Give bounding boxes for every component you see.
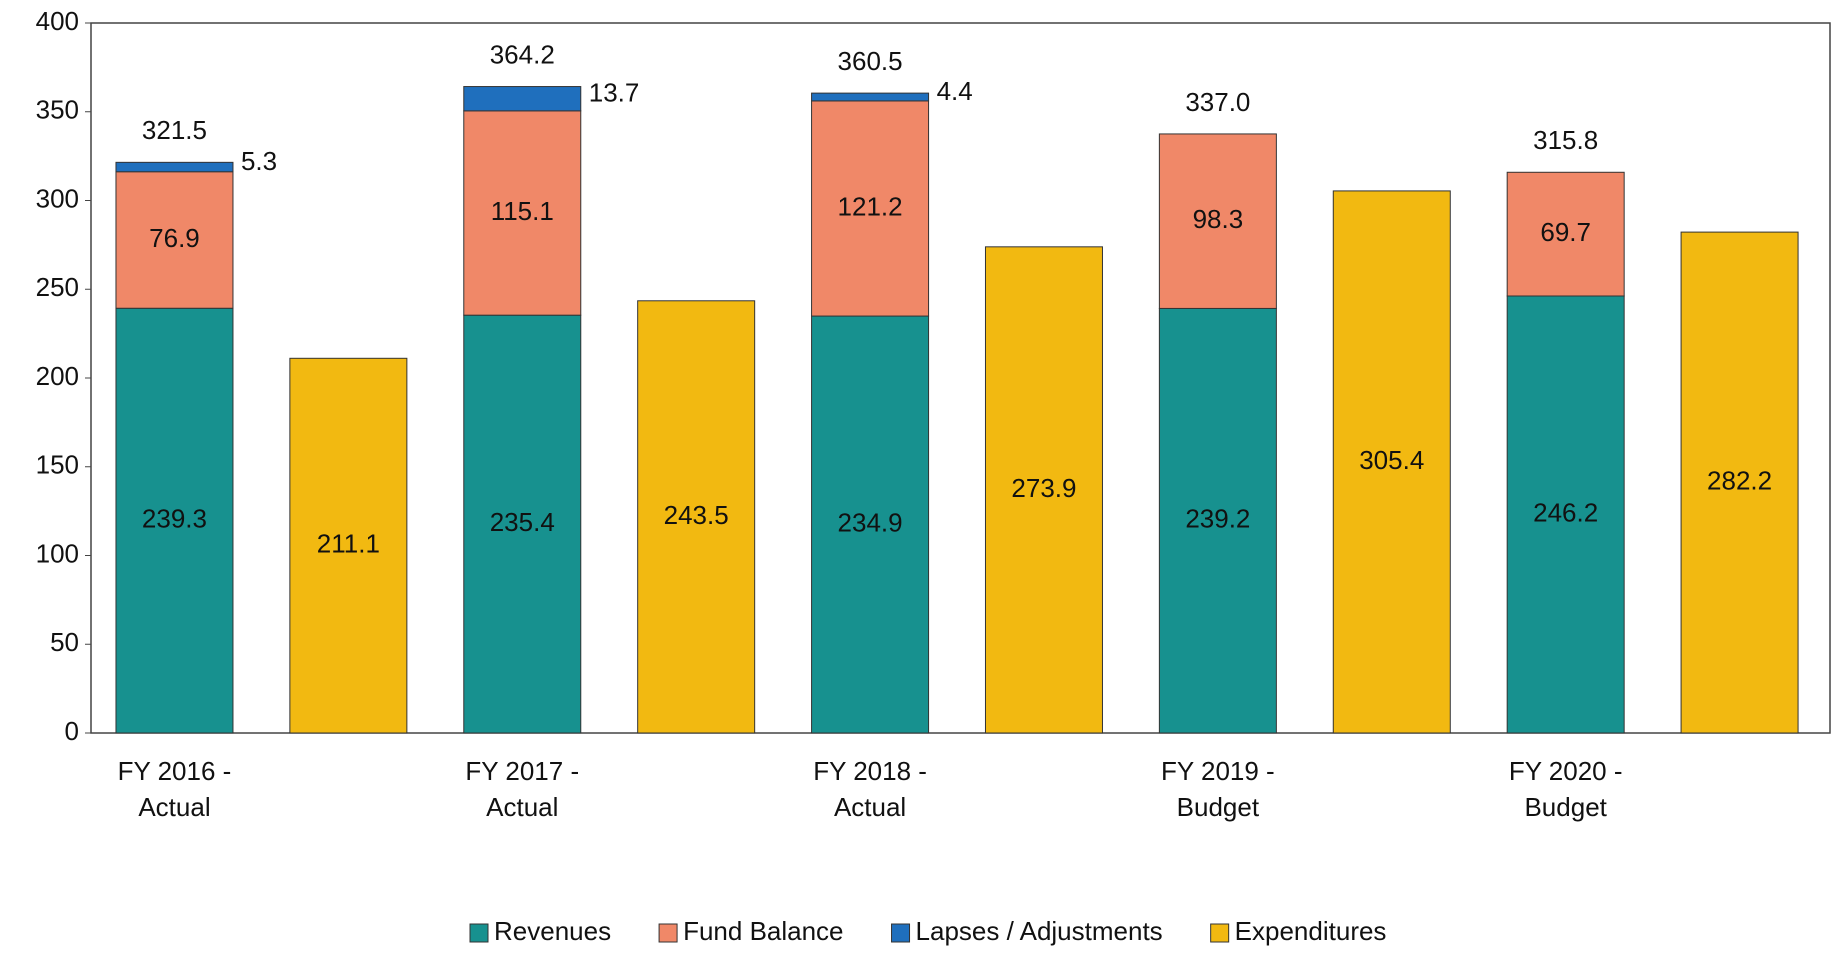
data-label: 76.9 [149, 223, 200, 253]
bar [1158, 307, 1277, 734]
bar [289, 357, 408, 734]
bar [1506, 295, 1625, 734]
data-label: 282.2 [1707, 465, 1772, 495]
bar [984, 246, 1103, 734]
data-label: 239.2 [1185, 504, 1250, 534]
bar [463, 314, 582, 734]
data-label: 121.2 [838, 191, 903, 221]
legend-label: Lapses / Adjustments [916, 916, 1163, 946]
data-label: 246.2 [1533, 497, 1598, 527]
total-label: 360.5 [838, 46, 903, 76]
data-label: 5.3 [241, 146, 277, 176]
x-tick-label: Budget [1177, 792, 1260, 822]
data-label: 69.7 [1540, 217, 1591, 247]
bar [115, 161, 234, 173]
x-tick-label: FY 2017 - [465, 756, 579, 786]
legend-label: Expenditures [1235, 916, 1387, 946]
x-tick-label: Actual [834, 792, 906, 822]
x-tick-label: FY 2018 - [813, 756, 927, 786]
x-tick-label: Budget [1524, 792, 1607, 822]
total-label: 337.0 [1185, 87, 1250, 117]
legend-swatch [469, 923, 489, 943]
y-tick-label: 0 [65, 716, 79, 746]
legend-label: Fund Balance [683, 916, 843, 946]
y-tick-label: 200 [36, 361, 79, 391]
total-label: 321.5 [142, 115, 207, 145]
x-tick-label: Actual [138, 792, 210, 822]
x-tick-label: FY 2016 - [118, 756, 232, 786]
data-label: 235.4 [490, 507, 555, 537]
bar [637, 300, 756, 734]
bar [811, 100, 930, 317]
bar [1506, 171, 1625, 297]
x-tick-label: FY 2020 - [1509, 756, 1623, 786]
bar [115, 171, 234, 309]
data-label: 234.9 [838, 507, 903, 537]
y-tick-label: 100 [36, 538, 79, 568]
data-label: 115.1 [491, 196, 554, 226]
legend-label: Revenues [494, 916, 611, 946]
bar [463, 86, 582, 112]
total-label: 315.8 [1533, 125, 1598, 155]
y-tick-label: 300 [36, 183, 79, 213]
bar [1680, 231, 1799, 734]
data-label: 98.3 [1193, 204, 1244, 234]
bar [811, 315, 930, 734]
legend-swatch [658, 923, 678, 943]
legend-swatch [891, 923, 911, 943]
data-label: 273.9 [1011, 473, 1076, 503]
y-tick-label: 250 [36, 272, 79, 302]
data-label: 4.4 [937, 76, 973, 106]
legend-swatch [1210, 923, 1230, 943]
total-label: 364.2 [490, 39, 555, 69]
data-label: 305.4 [1359, 445, 1424, 475]
y-tick-label: 350 [36, 95, 79, 125]
y-tick-label: 400 [36, 6, 79, 36]
data-label: 243.5 [664, 500, 729, 530]
x-tick-label: Actual [486, 792, 558, 822]
x-tick-label: FY 2019 - [1161, 756, 1275, 786]
bar [463, 110, 582, 316]
data-label: 239.3 [142, 503, 207, 533]
data-label: 211.1 [317, 529, 380, 559]
y-tick-label: 150 [36, 450, 79, 480]
bar [811, 92, 930, 102]
bar [1332, 190, 1451, 734]
y-tick-label: 50 [50, 627, 79, 657]
bar [1158, 133, 1277, 309]
bar [115, 307, 234, 734]
data-label: 13.7 [589, 78, 640, 108]
